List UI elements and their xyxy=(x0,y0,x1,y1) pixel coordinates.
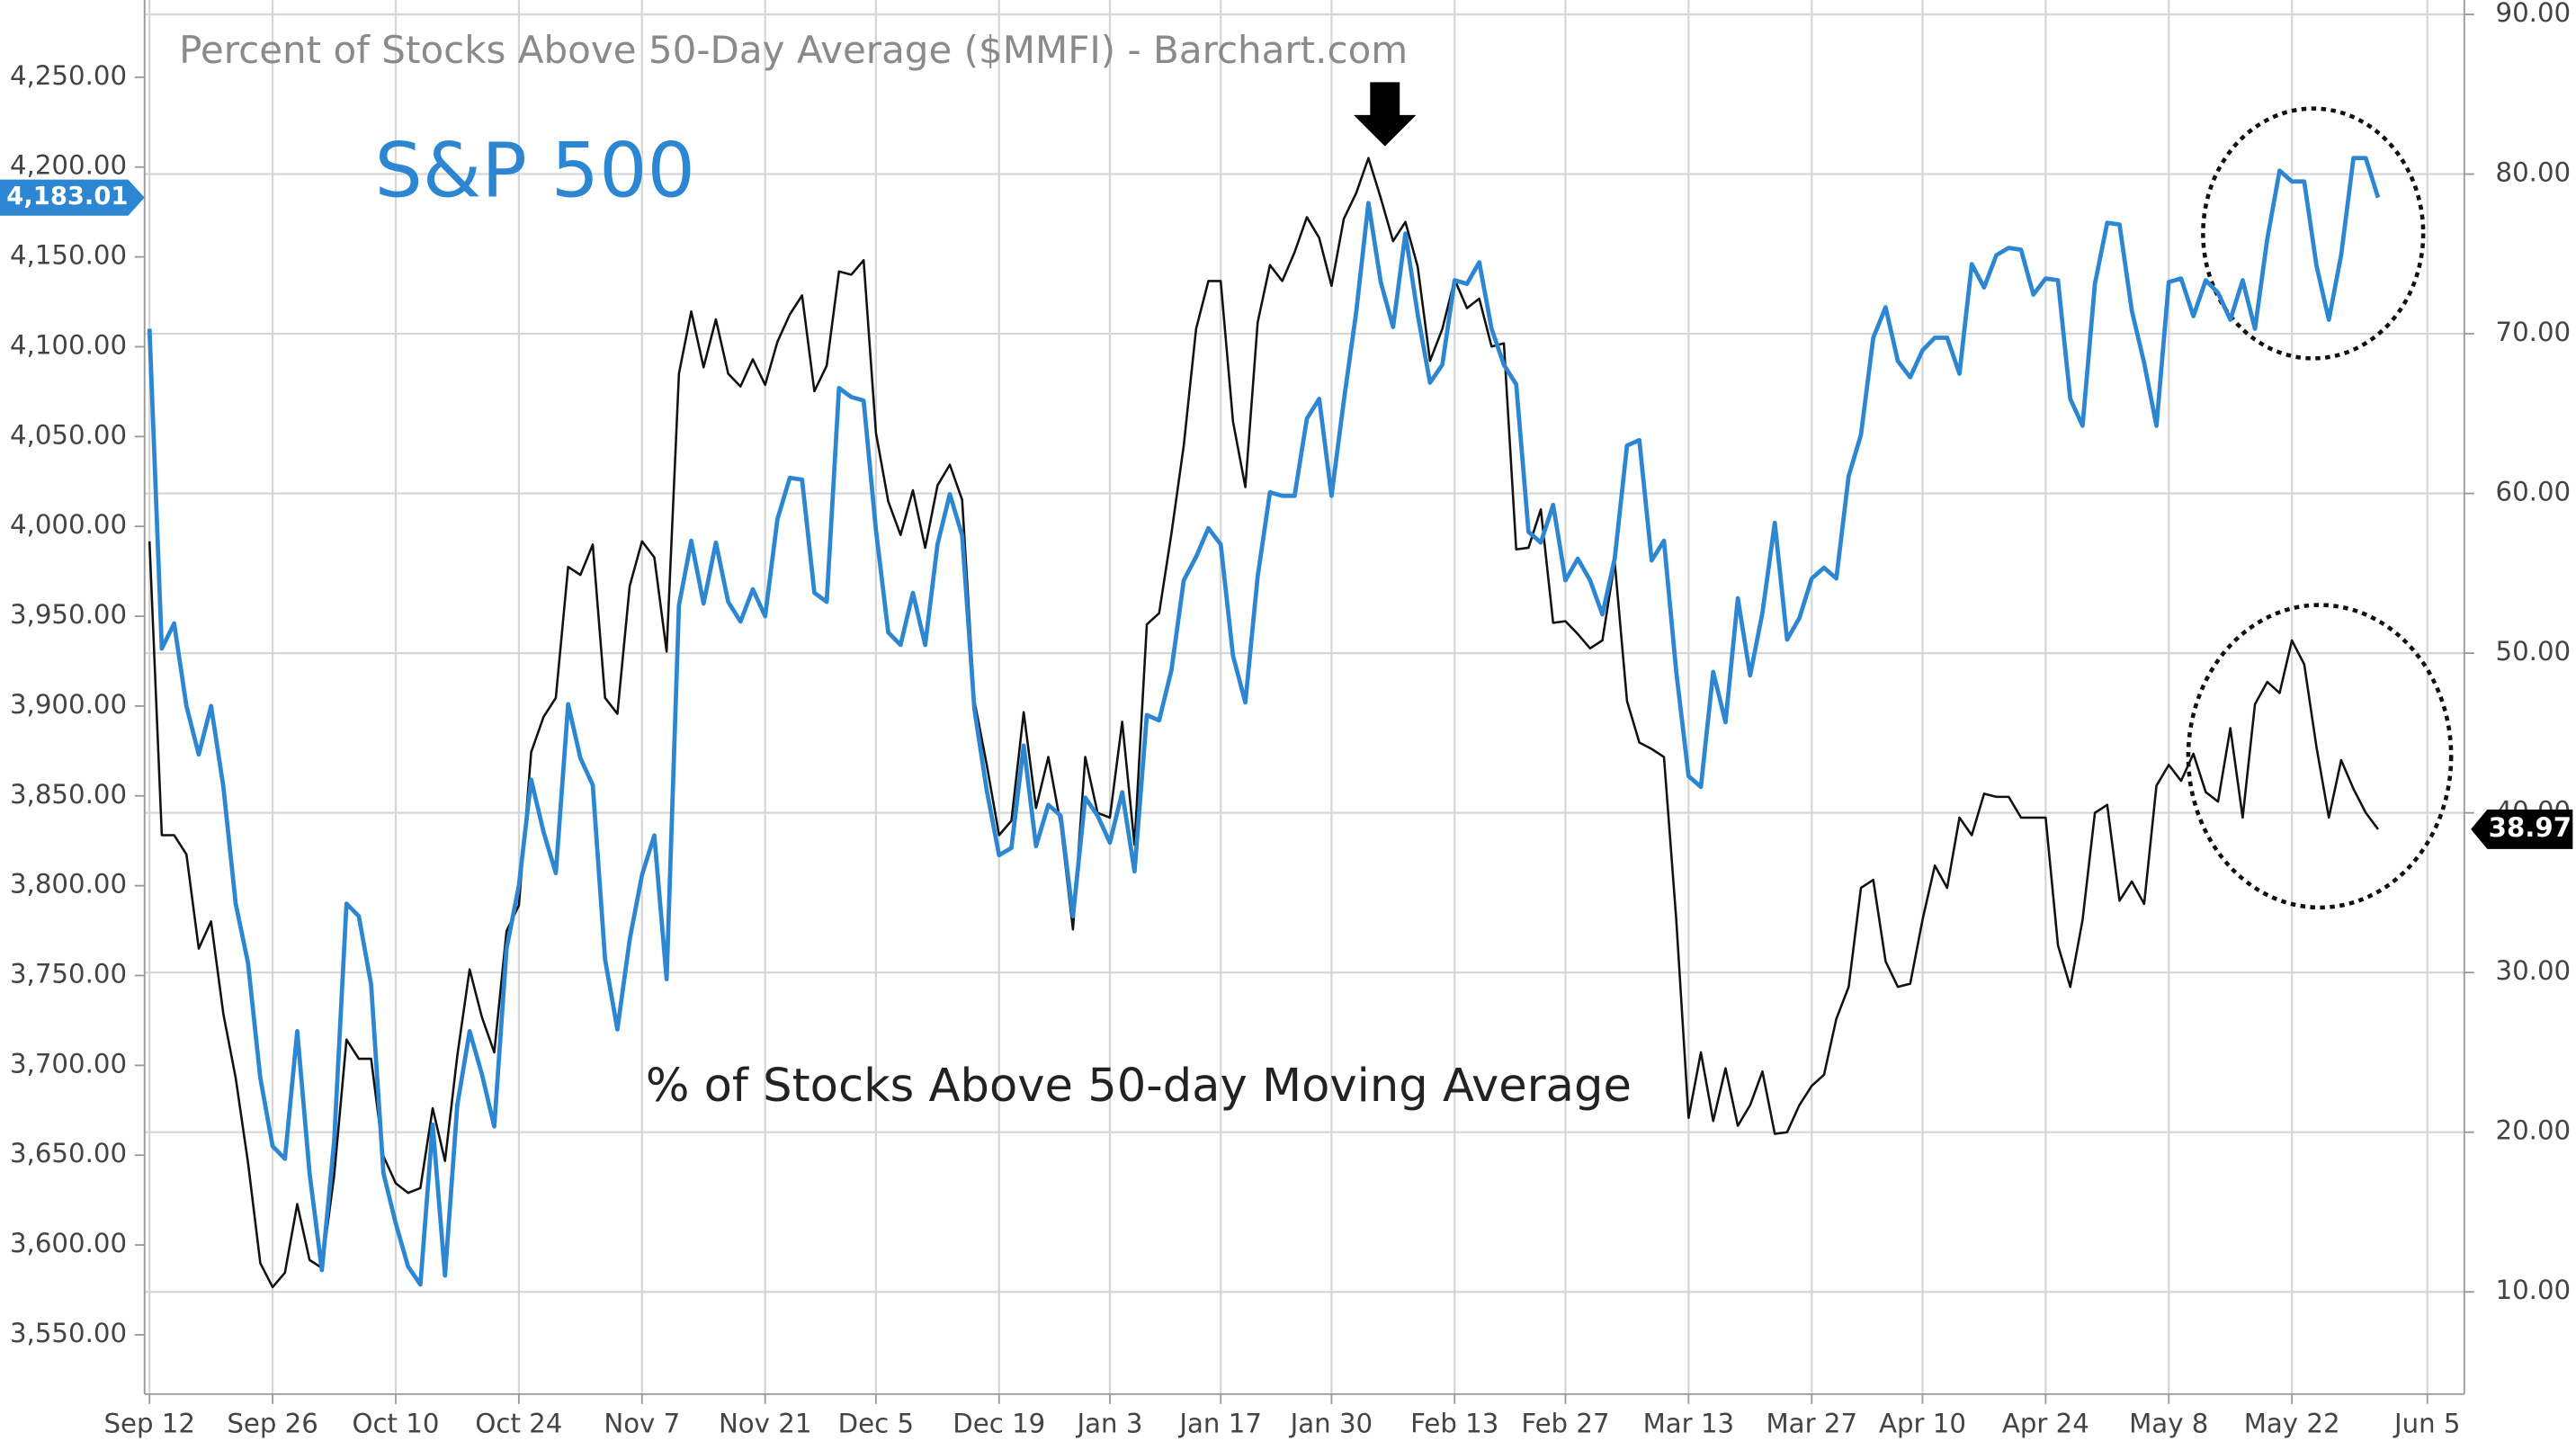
price-tag xyxy=(2471,809,2573,849)
price-tag-label: 38.97 xyxy=(2489,812,2572,843)
x-tick-label: Jan 3 xyxy=(1076,1409,1143,1439)
y-tick-label: 4,100.00 xyxy=(10,329,127,360)
x-tick-label: Dec 5 xyxy=(838,1409,914,1439)
series-label: S&P 500 xyxy=(374,126,695,214)
y2-tick-label: 80.00 xyxy=(2495,157,2571,188)
grid xyxy=(134,0,2474,1404)
y-tick-label: 3,600.00 xyxy=(10,1228,127,1258)
highlight-circle xyxy=(2201,106,2426,361)
x-tick-label: Mar 27 xyxy=(1766,1409,1857,1439)
y-tick-label: 3,900.00 xyxy=(10,689,127,720)
series-label: % of Stocks Above 50-day Moving Average xyxy=(646,1060,1632,1113)
y2-tick-label: 60.00 xyxy=(2495,477,2571,507)
x-tick-label: Jun 5 xyxy=(2393,1409,2461,1439)
x-tick-label: Jan 17 xyxy=(1177,1409,1261,1439)
y-tick-label: 3,650.00 xyxy=(10,1138,127,1168)
y-tick-label: 3,800.00 xyxy=(10,869,127,900)
y2-tick-label: 50.00 xyxy=(2495,636,2571,667)
y-tick-label: 3,750.00 xyxy=(10,958,127,989)
x-tick-label: Dec 19 xyxy=(953,1409,1045,1439)
y2-tick-label: 20.00 xyxy=(2495,1115,2571,1146)
lines xyxy=(147,156,2381,1289)
y2-tick-label: 70.00 xyxy=(2495,317,2571,347)
y2-tick-label: 30.00 xyxy=(2495,955,2571,986)
x-tick-label: Nov 7 xyxy=(604,1409,680,1439)
y-tick-label: 4,150.00 xyxy=(10,240,127,271)
y-tick-label: 4,000.00 xyxy=(10,509,127,540)
chart-title: Percent of Stocks Above 50-Day Average (… xyxy=(179,28,1408,72)
x-tick-label: Oct 10 xyxy=(353,1409,440,1439)
y2-tick-label: 10.00 xyxy=(2495,1275,2571,1305)
arrow xyxy=(1354,82,1417,147)
x-tick-label: Jan 30 xyxy=(1289,1409,1373,1439)
y-tick-label: 3,850.00 xyxy=(10,779,127,810)
price-tag-label: 4,183.01 xyxy=(6,183,128,210)
y-tick-label: 4,200.00 xyxy=(10,150,127,181)
highlight-circle xyxy=(2186,603,2454,910)
x-tick-label: Sep 12 xyxy=(103,1409,195,1439)
y-tick-label: 4,250.00 xyxy=(10,60,127,91)
x-tick-label: Apr 24 xyxy=(2002,1409,2089,1439)
x-tick-label: Apr 10 xyxy=(1879,1409,1966,1439)
x-tick-label: May 22 xyxy=(2244,1409,2340,1439)
x-tick-label: Feb 27 xyxy=(1521,1409,1609,1439)
x-tick-label: Sep 26 xyxy=(227,1409,318,1439)
x-tick-label: May 8 xyxy=(2129,1409,2208,1439)
y-tick-label: 3,700.00 xyxy=(10,1048,127,1079)
x-tick-label: Oct 24 xyxy=(475,1409,562,1439)
x-tick-label: Mar 13 xyxy=(1643,1409,1735,1439)
y-tick-label: 3,550.00 xyxy=(10,1318,127,1348)
y2-tick-label: 90.00 xyxy=(2495,0,2571,28)
y-tick-label: 3,950.00 xyxy=(10,599,127,630)
series-line xyxy=(147,156,2381,1287)
x-tick-label: Feb 13 xyxy=(1410,1409,1498,1439)
price-tag xyxy=(0,179,145,216)
x-tick-label: Nov 21 xyxy=(719,1409,811,1439)
y-tick-label: 4,050.00 xyxy=(10,419,127,450)
